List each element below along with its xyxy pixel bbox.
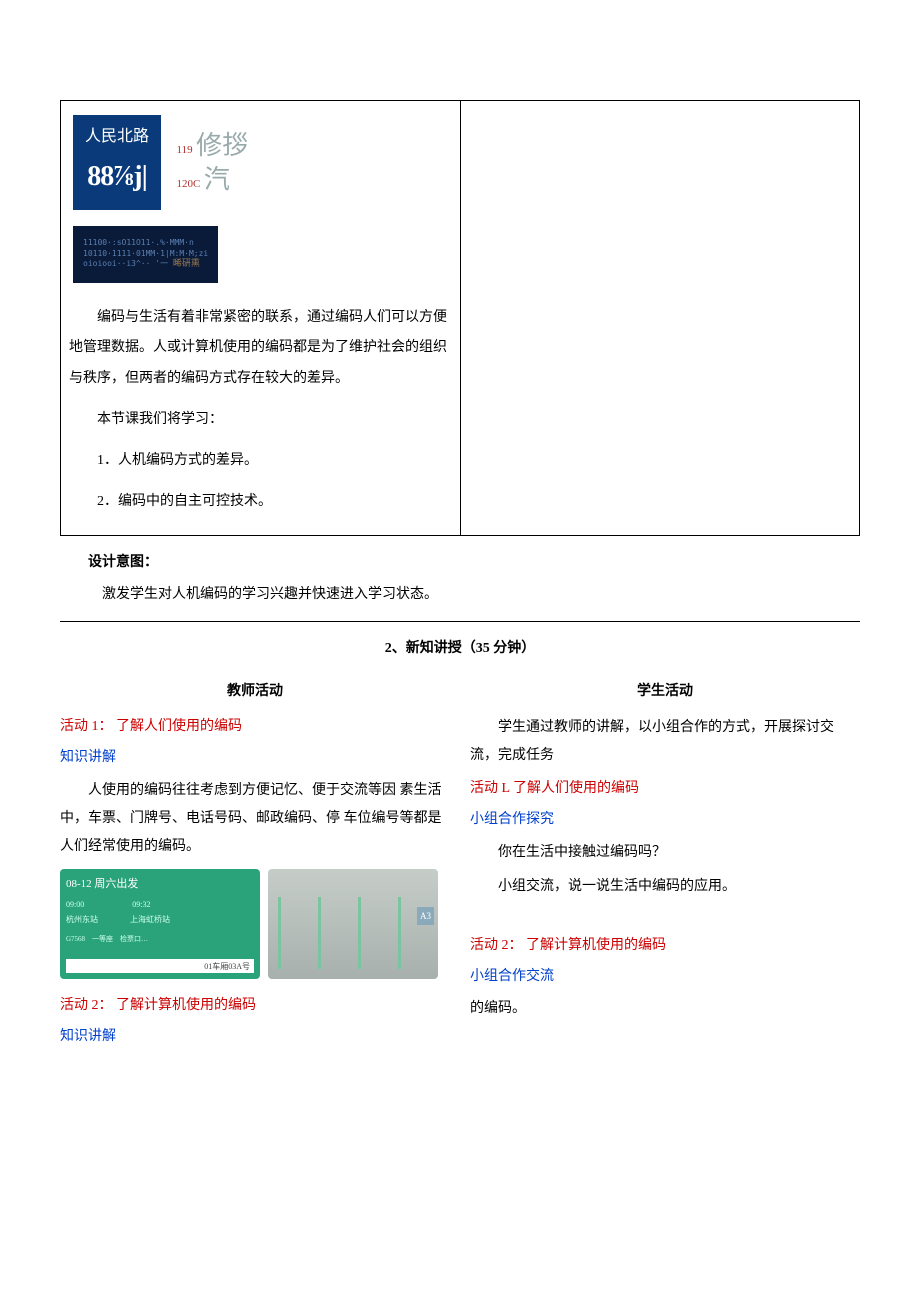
student-col: 学生活动 学生通过教师的讲解，以小组合作的方式，开展探讨交流，完成任务 活动 L… bbox=[470, 679, 860, 1053]
teacher-sub1: 知识讲解 bbox=[60, 745, 450, 770]
student-act1-title: 活动 L 了解人们使用的编码 bbox=[470, 776, 860, 801]
intro-block: 编码与生活有着非常紧密的联系，通过编码人们可以方便地管理数据。人或计算机使用的编… bbox=[69, 303, 452, 518]
sign-line2: 88⅞j| bbox=[85, 152, 149, 202]
binary-row: oioiooi··i3^·· '一 晞硏熏 bbox=[83, 259, 208, 271]
top-table: 人民北路 88⅞j| 119 修拶 120C 汽 bbox=[60, 100, 860, 536]
top-table-left: 人民北路 88⅞j| 119 修拶 120C 汽 bbox=[61, 101, 461, 536]
student-tail: 的编码。 bbox=[470, 995, 860, 1023]
binary-row: 10110·1111·01MM·1|M:M·M;zi bbox=[83, 249, 208, 259]
sign-line1: 人民北路 bbox=[85, 123, 149, 152]
image-row: 08-12 周六出发 09:00 09:32 杭州东站 上海虹桥站 G7568 … bbox=[60, 869, 450, 979]
street-sign-card: 人民北路 88⅞j| bbox=[73, 115, 161, 210]
sign-right-row: 120C 汽 bbox=[177, 164, 249, 195]
teacher-header: 教师活动 bbox=[60, 679, 450, 704]
teacher-col: 教师活动 活动 1： 了解人们使用的编码 知识讲解 人使用的编码往往考虑到方便记… bbox=[60, 679, 450, 1053]
ticket-image: 08-12 周六出发 09:00 09:32 杭州东站 上海虹桥站 G7568 … bbox=[60, 869, 260, 979]
divider bbox=[60, 621, 860, 622]
ticket-topbar: 08-12 周六出发 bbox=[66, 875, 254, 895]
teacher-sub2: 知识讲解 bbox=[60, 1024, 450, 1049]
garage-image: A3 bbox=[268, 869, 438, 979]
student-sub2: 小组合作交流 bbox=[470, 964, 860, 989]
teacher-para1: 人使用的编码往往考虑到方便记忆、便于交流等因 素生活中，车票、门牌号、电话号码、… bbox=[60, 777, 450, 861]
teacher-act1-title: 活动 1： 了解人们使用的编码 bbox=[60, 714, 450, 739]
design-desc: 激发学生对人机编码的学习兴趣并快速进入学习状态。 bbox=[102, 582, 860, 607]
teacher-act2-title: 活动 2： 了解计算机使用的编码 bbox=[60, 993, 450, 1018]
student-q1: 你在生活中接触过编码吗？ bbox=[470, 839, 860, 867]
intro-p1: 编码与生活有着非常紧密的联系，通过编码人们可以方便地管理数据。人或计算机使用的编… bbox=[69, 303, 452, 395]
sign-subnum: 119 bbox=[177, 145, 193, 157]
binary-brown: 晞硏熏 bbox=[173, 259, 200, 269]
sign-subnum: 120C bbox=[177, 178, 201, 190]
sign-right-row: 119 修拶 bbox=[177, 130, 249, 161]
student-q2: 小组交流，说一说生活中编码的应用。 bbox=[470, 873, 860, 901]
design-label: 设计意图： bbox=[88, 550, 860, 575]
sign-bigchar: 修拶 bbox=[196, 131, 248, 160]
student-sub1: 小组合作探究 bbox=[470, 807, 860, 832]
two-col-layout: 教师活动 活动 1： 了解人们使用的编码 知识讲解 人使用的编码往往考虑到方便记… bbox=[60, 679, 860, 1053]
student-para1: 学生通过教师的讲解，以小组合作的方式，开展探讨交流，完成任务 bbox=[470, 714, 860, 770]
sign-right-list: 119 修拶 120C 汽 bbox=[177, 128, 249, 196]
binary-card: 11100·:sO11O11·.%·MMM·n 10110·1111·01MM·… bbox=[73, 226, 218, 282]
sign-bigchar: 汽 bbox=[204, 165, 230, 194]
binary-row: 11100·:sO11O11·.%·MMM·n bbox=[83, 238, 208, 248]
ticket-seat: 01车厢03A号 bbox=[66, 959, 254, 973]
intro-item2: 2．编码中的自主可控技术。 bbox=[97, 487, 452, 518]
intro-item1: 1．人机编码方式的差异。 bbox=[97, 446, 452, 477]
garage-slot: A3 bbox=[417, 907, 434, 925]
student-act2-title: 活动 2： 了解计算机使用的编码 bbox=[470, 933, 860, 958]
student-header: 学生活动 bbox=[470, 679, 860, 704]
intro-p2: 本节课我们将学习： bbox=[69, 405, 452, 436]
top-table-right bbox=[460, 101, 860, 536]
section2-title: 2、新知讲授（35 分钟） bbox=[60, 636, 860, 661]
